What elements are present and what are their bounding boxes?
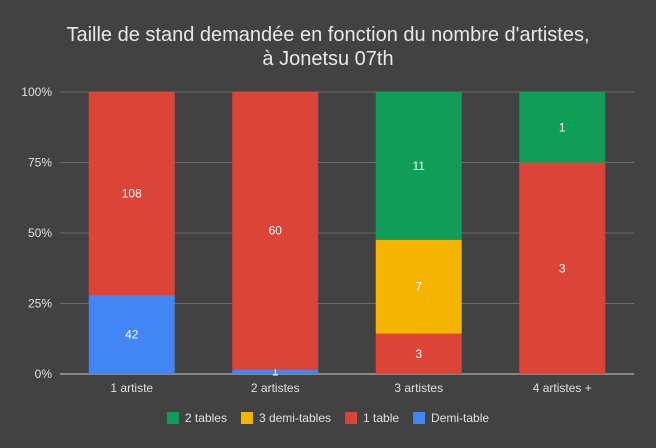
chart-title-line: Taille de stand demandée en fonction du … [66,24,589,46]
legend-swatch [166,412,179,424]
data-label: 1 [272,365,279,379]
y-tick-label: 0% [35,367,53,381]
legend-swatch [240,412,253,424]
bar-segment [519,92,606,163]
bar-segment [375,333,462,374]
x-tick-label: 4 artistes + [533,381,592,395]
data-label: 7 [415,280,422,294]
data-label: 42 [125,328,139,342]
chart-title: Taille de stand demandée en fonction du … [66,24,589,70]
chart-title-line: à Jonetsu 07th [262,48,393,70]
data-label: 3 [559,261,566,275]
x-tick-label: 2 artistes [251,381,300,395]
data-label: 60 [269,224,283,238]
bar-segment [88,92,175,296]
legend: 2 tables 3 demi-tables 1 table Demi-table [166,411,489,425]
bar-segment [88,295,175,374]
legend-label: 2 tables [185,411,227,425]
legend-label: 1 table [363,411,399,425]
data-label: 108 [122,187,142,201]
legend-swatch [413,412,426,424]
y-tick-label: 50% [28,226,52,240]
bar-segment [375,239,462,334]
bar-segment [375,92,462,240]
y-tick-label: 100% [21,85,52,99]
bar-segment [519,162,606,374]
data-label: 1 [559,120,566,134]
legend-swatch [345,412,358,424]
bar-segment [232,92,319,370]
x-tick-label: 1 artiste [110,381,153,395]
x-axis: 1 artiste 2 artistes 3 artistes 4 artistes … [110,381,591,395]
data-label: 3 [415,347,422,361]
x-tick-label: 3 artistes [394,381,443,395]
legend-label: 3 demi-tables [259,411,331,425]
y-tick-label: 25% [28,297,52,311]
y-tick-label: 75% [28,156,52,170]
data-label: 11 [413,159,426,173]
bar-segment [232,369,319,374]
legend-label: Demi-table [431,411,489,425]
bars: 42 108 1 60 3 7 11 3 1 [88,92,606,379]
